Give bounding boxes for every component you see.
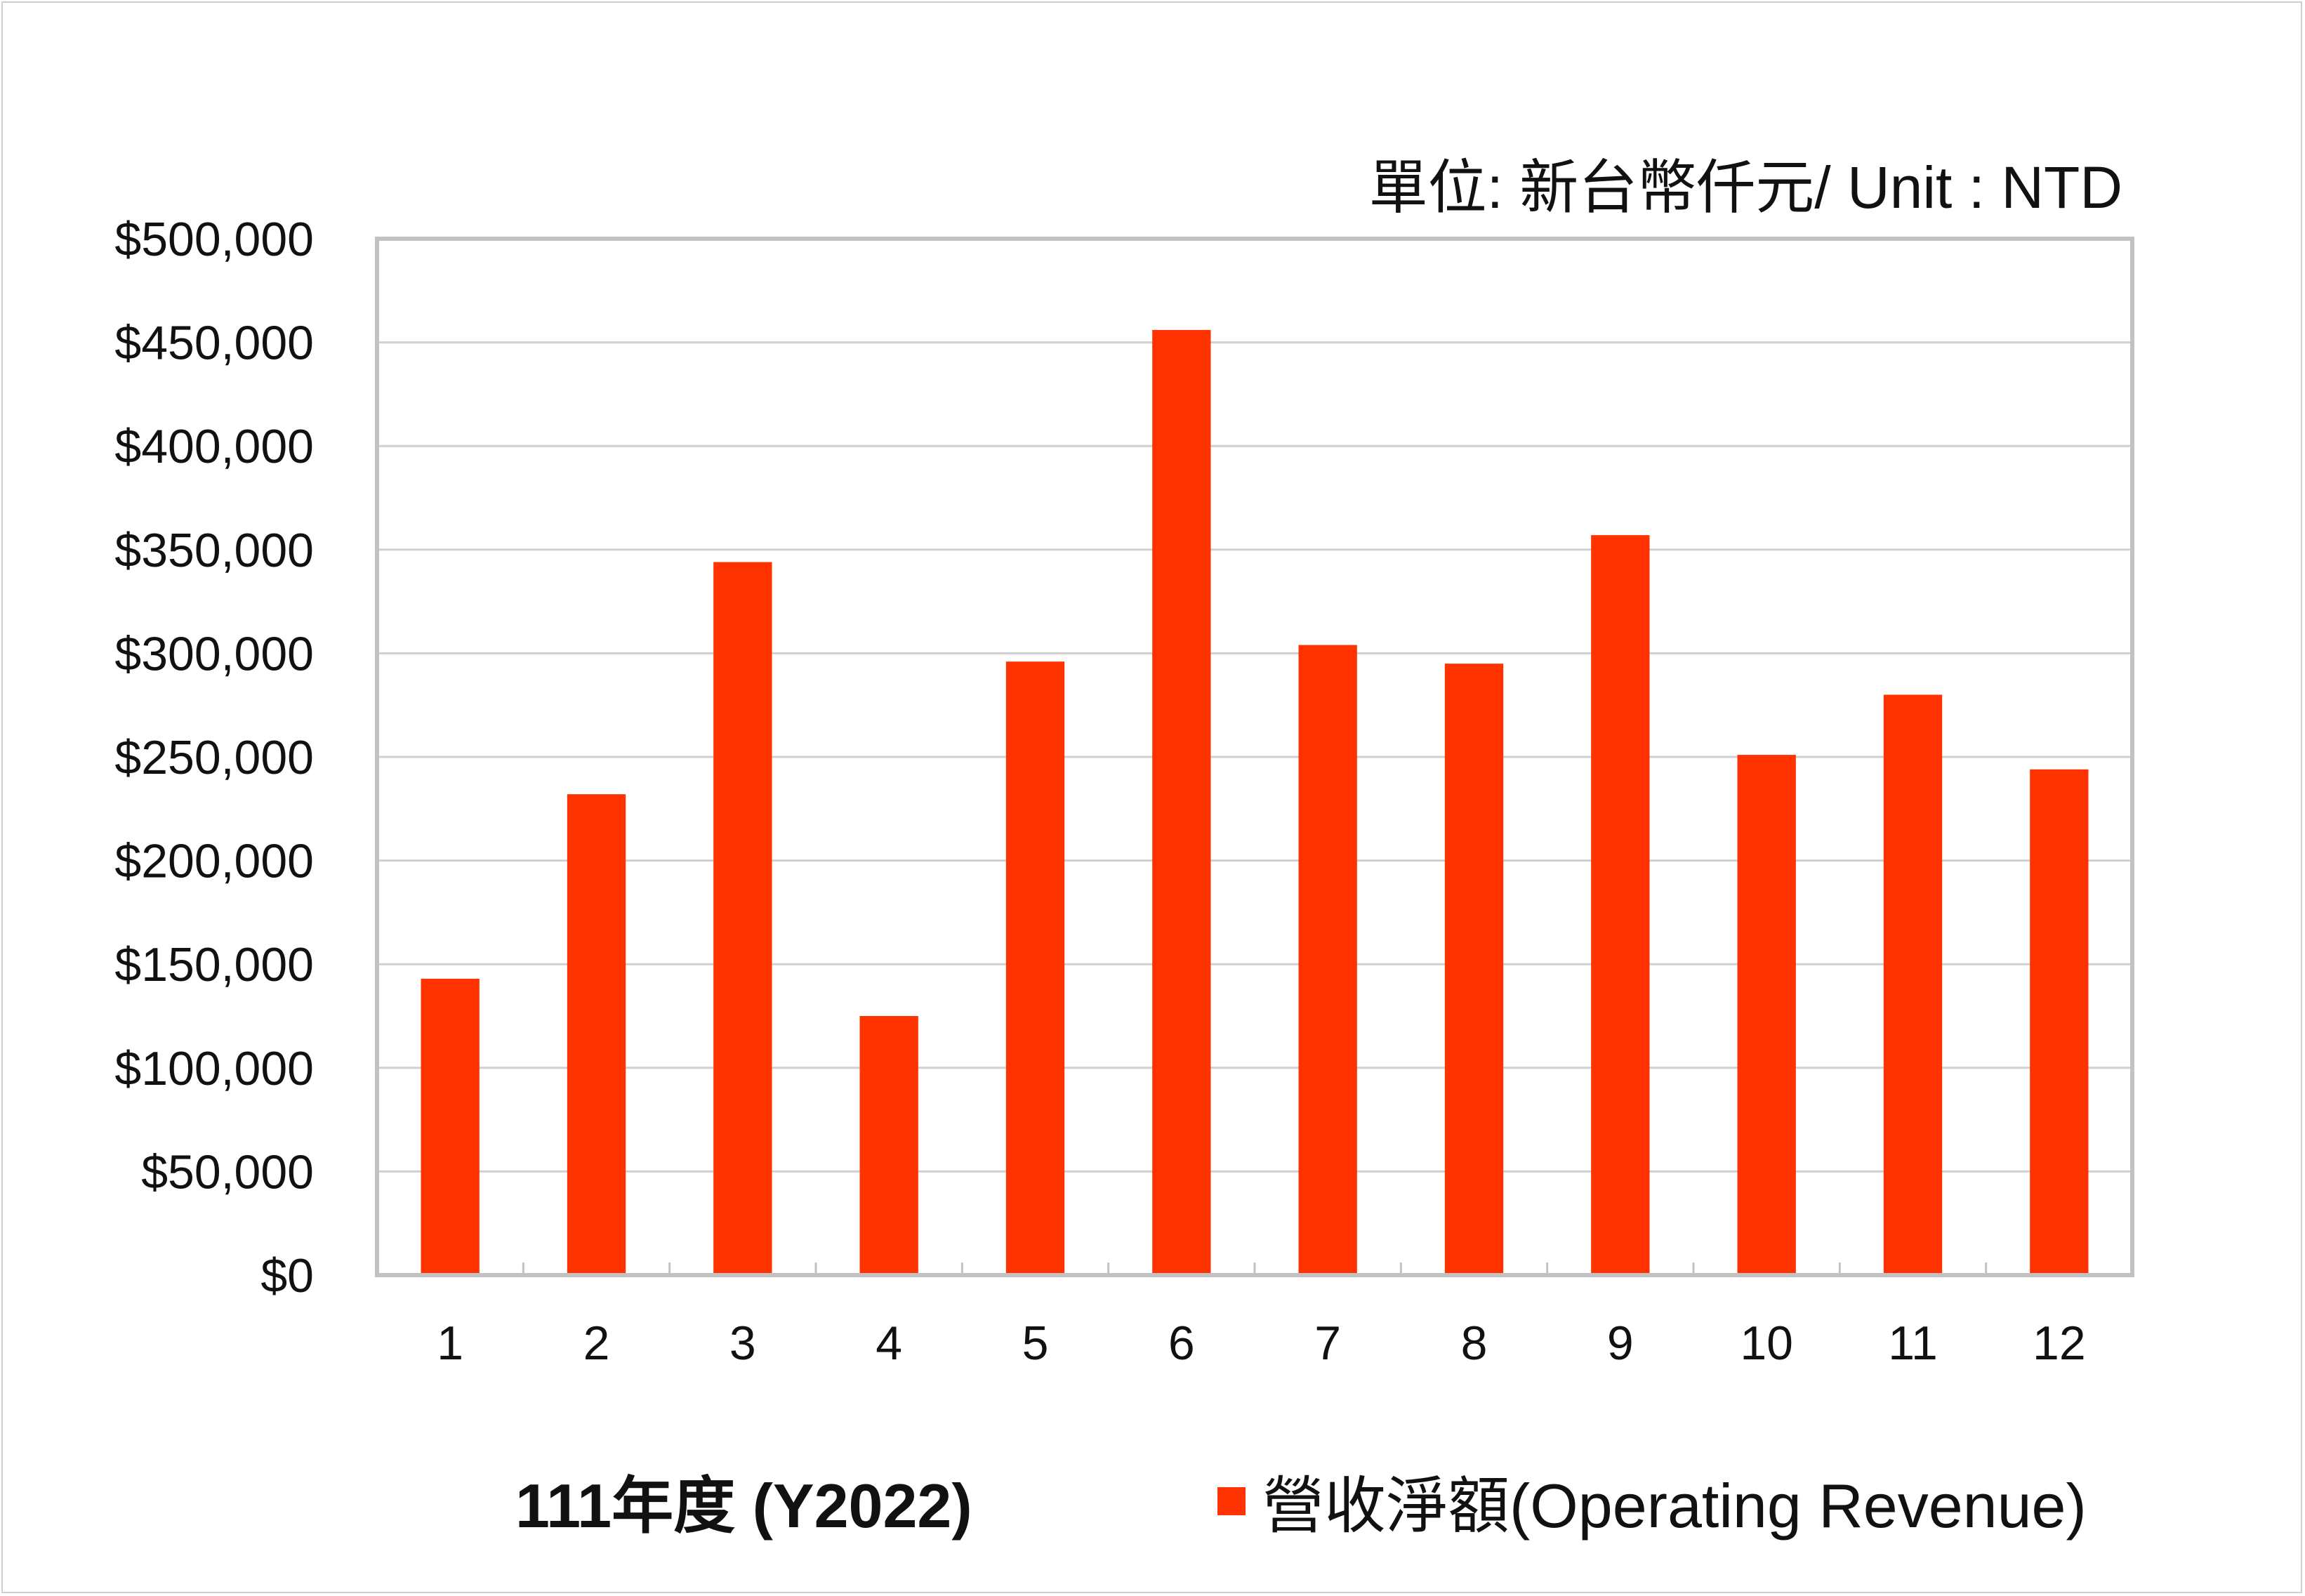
x-tick-label: 8: [1461, 1317, 1488, 1370]
y-tick-label: $300,000: [114, 627, 314, 680]
bar: [1591, 535, 1650, 1275]
bar: [1005, 661, 1065, 1275]
bar: [1152, 329, 1211, 1276]
y-tick-label: $450,000: [114, 317, 314, 370]
bar: [1883, 694, 1943, 1275]
x-tick-label: 2: [583, 1317, 610, 1370]
y-tick-label: $100,000: [114, 1042, 314, 1095]
y-tick-label: $500,000: [114, 213, 314, 266]
y-tick-labels: $0 $50,000 $100,000 $150,000 $200,000 $250,00…: [114, 213, 314, 1302]
bar: [1444, 664, 1504, 1275]
x-tick-label: 3: [729, 1317, 756, 1370]
bar: [567, 794, 626, 1275]
bar: [421, 978, 480, 1275]
gridlines: [377, 341, 2132, 1173]
x-tick-label: 7: [1314, 1317, 1341, 1370]
x-tick-label: 10: [1740, 1317, 1793, 1370]
y-tick-label: $0: [260, 1249, 314, 1302]
axes: [375, 237, 2134, 1277]
legend-swatch: [1217, 1486, 1246, 1515]
y-tick-label: $400,000: [114, 420, 314, 473]
y-tick-label: $50,000: [141, 1145, 314, 1199]
x-tick-label: 6: [1168, 1317, 1195, 1370]
x-tick-label: 11: [1888, 1317, 1938, 1370]
legend-label: 營收淨額(Operating Revenue): [1262, 1471, 2087, 1541]
y-tick-label: $200,000: [114, 835, 314, 888]
legend: 營收淨額(Operating Revenue): [1217, 1456, 2087, 1545]
bar: [1298, 645, 1357, 1275]
x-tick-label: 5: [1022, 1317, 1049, 1370]
x-axis-title: 111年度 (Y2022): [515, 1471, 972, 1541]
unit-label: 單位: 新台幣仟元/ Unit : NTD: [1368, 154, 2122, 220]
bar-chart: $0 $50,000 $100,000 $150,000 $200,000 $250,00…: [114, 213, 2134, 1370]
bars: [421, 329, 2089, 1276]
y-tick-label: $250,000: [114, 731, 314, 784]
bar: [1737, 755, 1796, 1275]
y-tick-label: $150,000: [114, 938, 314, 991]
x-tick-label: 9: [1607, 1317, 1634, 1370]
bar: [713, 562, 772, 1275]
y-tick-label: $350,000: [114, 524, 314, 577]
x-tick-label: 4: [876, 1317, 902, 1370]
bar: [859, 1016, 918, 1275]
x-tick-label: 12: [2033, 1317, 2086, 1370]
x-tick-label: 1: [437, 1317, 463, 1370]
x-tick-labels: 1 2 3 4 5 6 7 8 9 10 11 12: [437, 1317, 2085, 1370]
bar: [2030, 769, 2089, 1275]
